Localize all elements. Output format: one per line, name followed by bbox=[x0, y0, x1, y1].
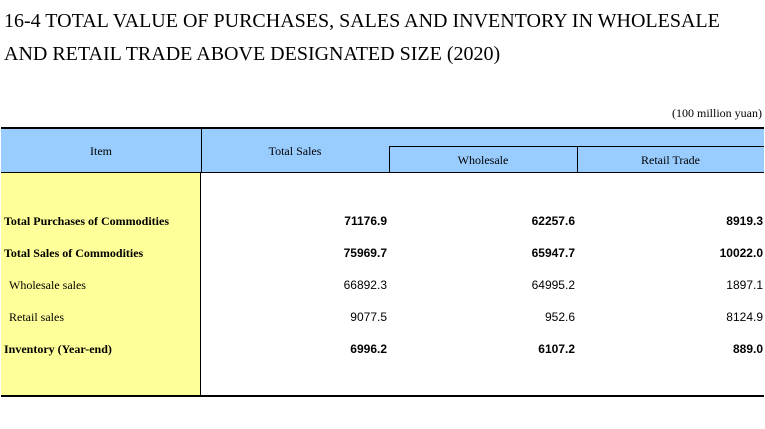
table-row: Wholesale sales 66892.3 64995.2 1897.1 bbox=[1, 276, 764, 296]
header-cell-sales-group bbox=[389, 129, 764, 146]
table-row: Inventory (Year-end) 6996.2 6107.2 889.0 bbox=[1, 340, 764, 360]
table-row: Total Sales of Commodities 75969.7 65947… bbox=[1, 244, 764, 264]
page-title: 16-4 TOTAL VALUE OF PURCHASES, SALES AND… bbox=[4, 5, 764, 71]
header-cell-item bbox=[1, 129, 201, 173]
title-line-1: 16-4 TOTAL VALUE OF PURCHASES, SALES AND… bbox=[4, 10, 720, 32]
cell-wholesale: 64995.2 bbox=[531, 278, 575, 292]
header-cell-wholesale bbox=[389, 146, 577, 173]
cell-total-sales: 71176.9 bbox=[344, 214, 387, 228]
cell-wholesale: 6107.2 bbox=[538, 342, 575, 356]
cell-total-sales: 9077.5 bbox=[350, 310, 387, 324]
cell-retail: 10022.0 bbox=[719, 246, 763, 260]
cell-retail: 8919.3 bbox=[726, 214, 763, 228]
header-bottom-rule bbox=[1, 172, 764, 173]
table-top-rule bbox=[1, 127, 764, 129]
cell-wholesale: 952.6 bbox=[544, 310, 575, 324]
cell-retail: 8124.9 bbox=[726, 310, 763, 324]
row-label: Wholesale sales bbox=[9, 278, 86, 292]
header-item-label: Item bbox=[90, 144, 112, 158]
cell-retail: 1897.1 bbox=[726, 278, 763, 292]
header-cell-retail bbox=[577, 146, 764, 173]
table-bottom-rule bbox=[1, 395, 764, 397]
cell-total-sales: 6996.2 bbox=[350, 342, 387, 356]
table-row: Total Purchases of Commodities 71176.9 6… bbox=[1, 212, 764, 232]
table-row: Retail sales 9077.5 952.6 8124.9 bbox=[1, 308, 764, 328]
cell-wholesale: 62257.6 bbox=[531, 214, 575, 228]
row-label: Total Sales of Commodities bbox=[4, 246, 144, 260]
row-label: Total Purchases of Commodities bbox=[4, 214, 169, 228]
row-label: Retail sales bbox=[9, 310, 64, 324]
header-wholesale-label: Wholesale bbox=[457, 153, 509, 167]
title-line-2: AND RETAIL TRADE ABOVE DESIGNATED SIZE (… bbox=[4, 43, 501, 65]
unit-label: (100 million yuan) bbox=[672, 106, 762, 120]
header-cell-total-sales bbox=[201, 129, 389, 173]
cell-wholesale: 65947.7 bbox=[531, 246, 575, 260]
cell-retail: 889.0 bbox=[732, 342, 763, 356]
header-total-sales-label: Total Sales bbox=[268, 144, 322, 158]
data-table: Item Total Sales Wholesale Retail Trade … bbox=[1, 127, 764, 397]
cell-total-sales: 75969.7 bbox=[343, 246, 387, 260]
header-retail-label: Retail Trade bbox=[641, 153, 700, 167]
item-column bbox=[1, 173, 201, 395]
cell-total-sales: 66892.3 bbox=[343, 278, 387, 292]
row-label: Inventory (Year-end) bbox=[4, 342, 112, 356]
